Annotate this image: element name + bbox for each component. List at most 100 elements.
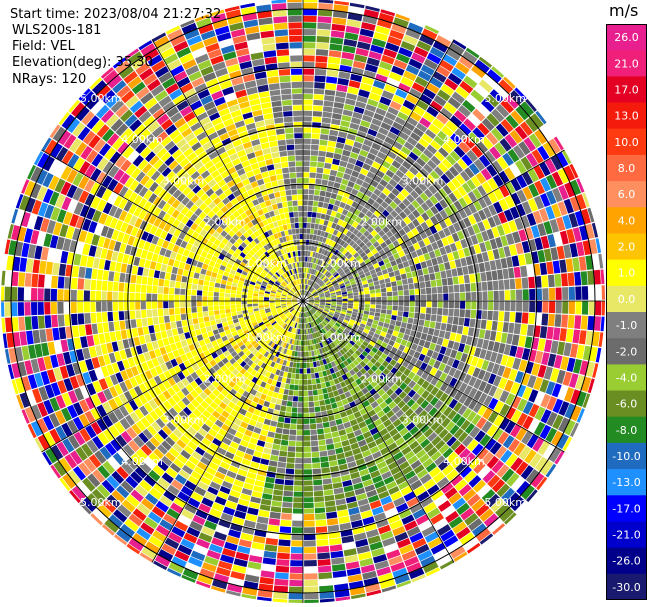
ray-gate <box>283 290 289 294</box>
ray-gate <box>426 349 434 358</box>
ray-gate <box>324 291 330 294</box>
ray-gate <box>390 383 399 392</box>
ray-gate <box>465 309 471 318</box>
ray-gate <box>222 321 229 327</box>
ray-gate <box>319 236 324 242</box>
ray-gate <box>274 484 284 491</box>
ray-gate <box>311 315 316 321</box>
ray-gate <box>344 251 351 257</box>
ray-gate <box>183 345 191 354</box>
ray-gate <box>346 432 356 440</box>
ray-gate <box>434 222 443 232</box>
ray-gate <box>56 209 67 223</box>
ray-gate <box>90 301 96 313</box>
ray-gate <box>387 442 398 451</box>
ray-gate <box>400 352 408 360</box>
ray-gate <box>228 323 235 329</box>
ray-gate <box>290 378 295 385</box>
ray-gate <box>419 168 429 178</box>
ray-gate <box>4 349 11 364</box>
ray-gate <box>407 389 416 398</box>
ray-gate <box>342 294 348 297</box>
ray-gate <box>282 502 293 508</box>
ray-gate <box>398 301 404 306</box>
ray-gate <box>303 379 308 385</box>
ray-gate <box>303 222 307 228</box>
ray-gate <box>82 497 97 512</box>
ray-gate <box>561 150 572 165</box>
ray-gate <box>184 480 197 491</box>
ray-gate <box>247 353 254 360</box>
ray-gate <box>261 369 268 376</box>
ray-gate <box>363 310 370 315</box>
ray-gate <box>199 273 206 280</box>
ray-gate <box>375 245 383 252</box>
ray-gate <box>204 362 213 370</box>
ray-gate <box>157 301 163 309</box>
ray-gate <box>248 311 254 316</box>
ray-gate <box>101 280 108 291</box>
ray-gate <box>226 333 233 339</box>
ray-gate <box>444 78 459 91</box>
ray-gate <box>383 257 390 264</box>
ray-gate <box>247 309 254 313</box>
ray-gate <box>368 315 374 320</box>
ray-gate <box>300 312 302 318</box>
ray-gate <box>427 507 441 519</box>
ray-gate <box>487 310 493 321</box>
ray-gate <box>319 450 328 457</box>
ray-gate <box>32 259 41 274</box>
ray-gate <box>378 12 394 23</box>
ray-gate <box>212 437 222 447</box>
ray-gate <box>364 417 373 426</box>
ray-gate <box>537 364 547 378</box>
ray-gate <box>306 311 309 317</box>
ray-gate <box>250 461 260 469</box>
ray-gate <box>314 406 321 413</box>
ray-gate <box>518 229 528 242</box>
ray-gate <box>73 337 82 350</box>
ray-gate <box>401 465 413 475</box>
ray-gate <box>219 288 226 293</box>
ray-gate <box>387 150 397 160</box>
ray-gate <box>265 322 271 328</box>
ray-gate <box>500 258 508 269</box>
ray-gate <box>426 307 432 314</box>
ray-gate <box>309 407 315 413</box>
ray-gate <box>434 344 442 353</box>
ray-gate <box>309 339 313 345</box>
ray-gate <box>56 236 65 250</box>
ray-gate <box>253 288 260 292</box>
ray-gate <box>477 369 486 380</box>
ray-gate <box>368 265 375 271</box>
ray-gate <box>90 196 101 209</box>
ray-gate <box>351 593 366 600</box>
ray-gate <box>277 552 290 560</box>
ray-gate <box>304 284 306 290</box>
ray-gate <box>173 404 182 414</box>
ray-gate <box>355 238 362 245</box>
ray-gate <box>271 500 282 507</box>
ray-gate <box>370 214 378 222</box>
ray-gate <box>346 357 353 365</box>
ray-gate <box>309 256 313 263</box>
ray-gate <box>345 561 360 570</box>
ray-gate <box>306 292 311 297</box>
ray-gate <box>404 121 415 132</box>
ray-gate <box>521 485 535 500</box>
ray-gate <box>327 258 333 265</box>
ray-gate <box>492 427 504 441</box>
ray-gate <box>129 310 136 320</box>
ray-gate <box>303 166 310 172</box>
ray-gate <box>301 307 303 312</box>
ray-gate <box>411 82 425 93</box>
ray-gate <box>151 235 160 245</box>
ray-gate <box>359 334 366 341</box>
ray-gate <box>146 285 153 294</box>
ray-gate <box>147 511 162 524</box>
ray-gate <box>85 358 94 371</box>
ray-gate <box>487 250 495 261</box>
ray-gate <box>141 309 147 318</box>
ray-gate <box>141 546 157 560</box>
ray-gate <box>145 413 155 425</box>
